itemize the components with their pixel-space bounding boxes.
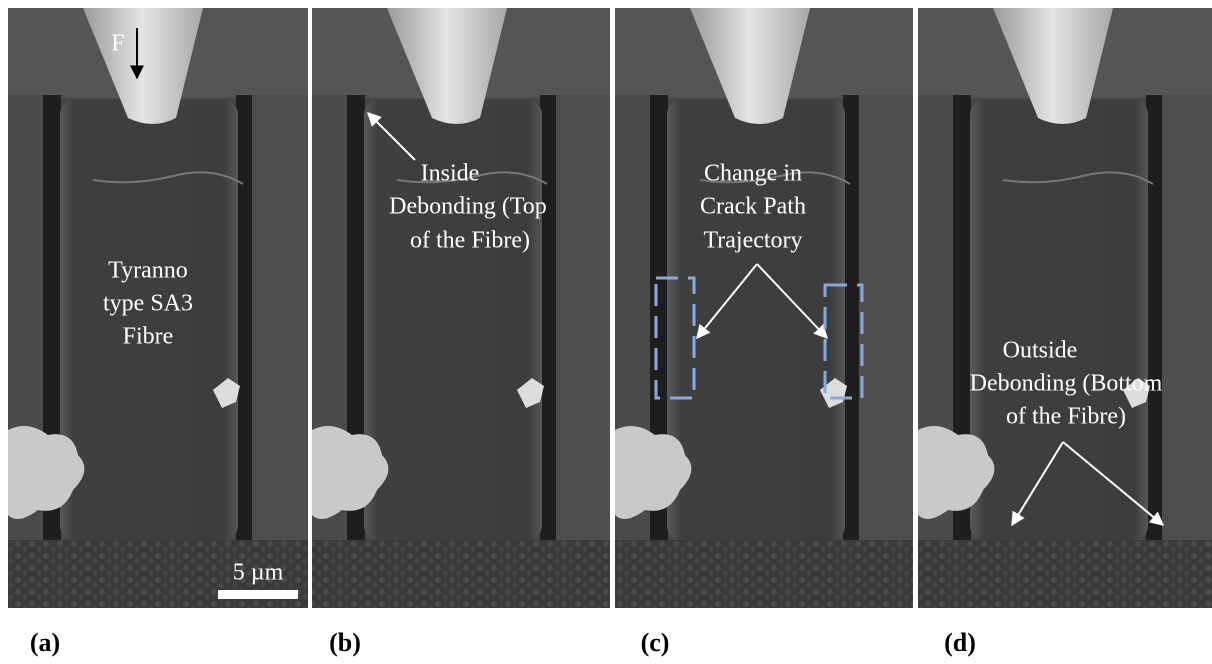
annotation: Fibre	[123, 324, 174, 350]
gap	[540, 95, 556, 540]
right-block	[859, 95, 913, 540]
substrate	[615, 540, 913, 608]
annotation: Tyranno	[108, 258, 188, 284]
gap	[1146, 95, 1162, 540]
scale-label: 5 µm	[233, 560, 284, 586]
annotation: Inside	[421, 161, 480, 187]
panel-label: (d)	[944, 628, 976, 657]
substrate	[918, 540, 1212, 608]
figure: F Tyranno type SA3 Fibre 5 µm Inside Deb…	[0, 0, 1212, 664]
right-block	[556, 95, 610, 540]
annotation: type SA3	[103, 291, 193, 317]
annotation: of the Fibre)	[1006, 404, 1126, 430]
fibre	[970, 100, 1148, 540]
right-block	[252, 95, 308, 540]
panel-label: (c)	[641, 628, 670, 657]
annotation: Debonding (Top	[389, 194, 547, 220]
right-block	[1162, 95, 1212, 540]
annotation: Debonding (Bottom	[970, 371, 1163, 397]
scale-bar	[218, 590, 298, 599]
panel-label: (a)	[30, 628, 60, 657]
panel-label: (b)	[329, 628, 361, 657]
gap	[843, 95, 859, 540]
annotation: Crack Path	[700, 194, 806, 220]
annotation: Trajectory	[703, 228, 802, 254]
force-label: F	[111, 31, 124, 57]
annotation: Outside	[1003, 338, 1078, 364]
annotation: Change in	[704, 161, 802, 187]
substrate	[312, 540, 610, 608]
annotation: of the Fibre)	[410, 228, 530, 254]
gap	[236, 95, 252, 540]
fibre	[60, 100, 238, 540]
